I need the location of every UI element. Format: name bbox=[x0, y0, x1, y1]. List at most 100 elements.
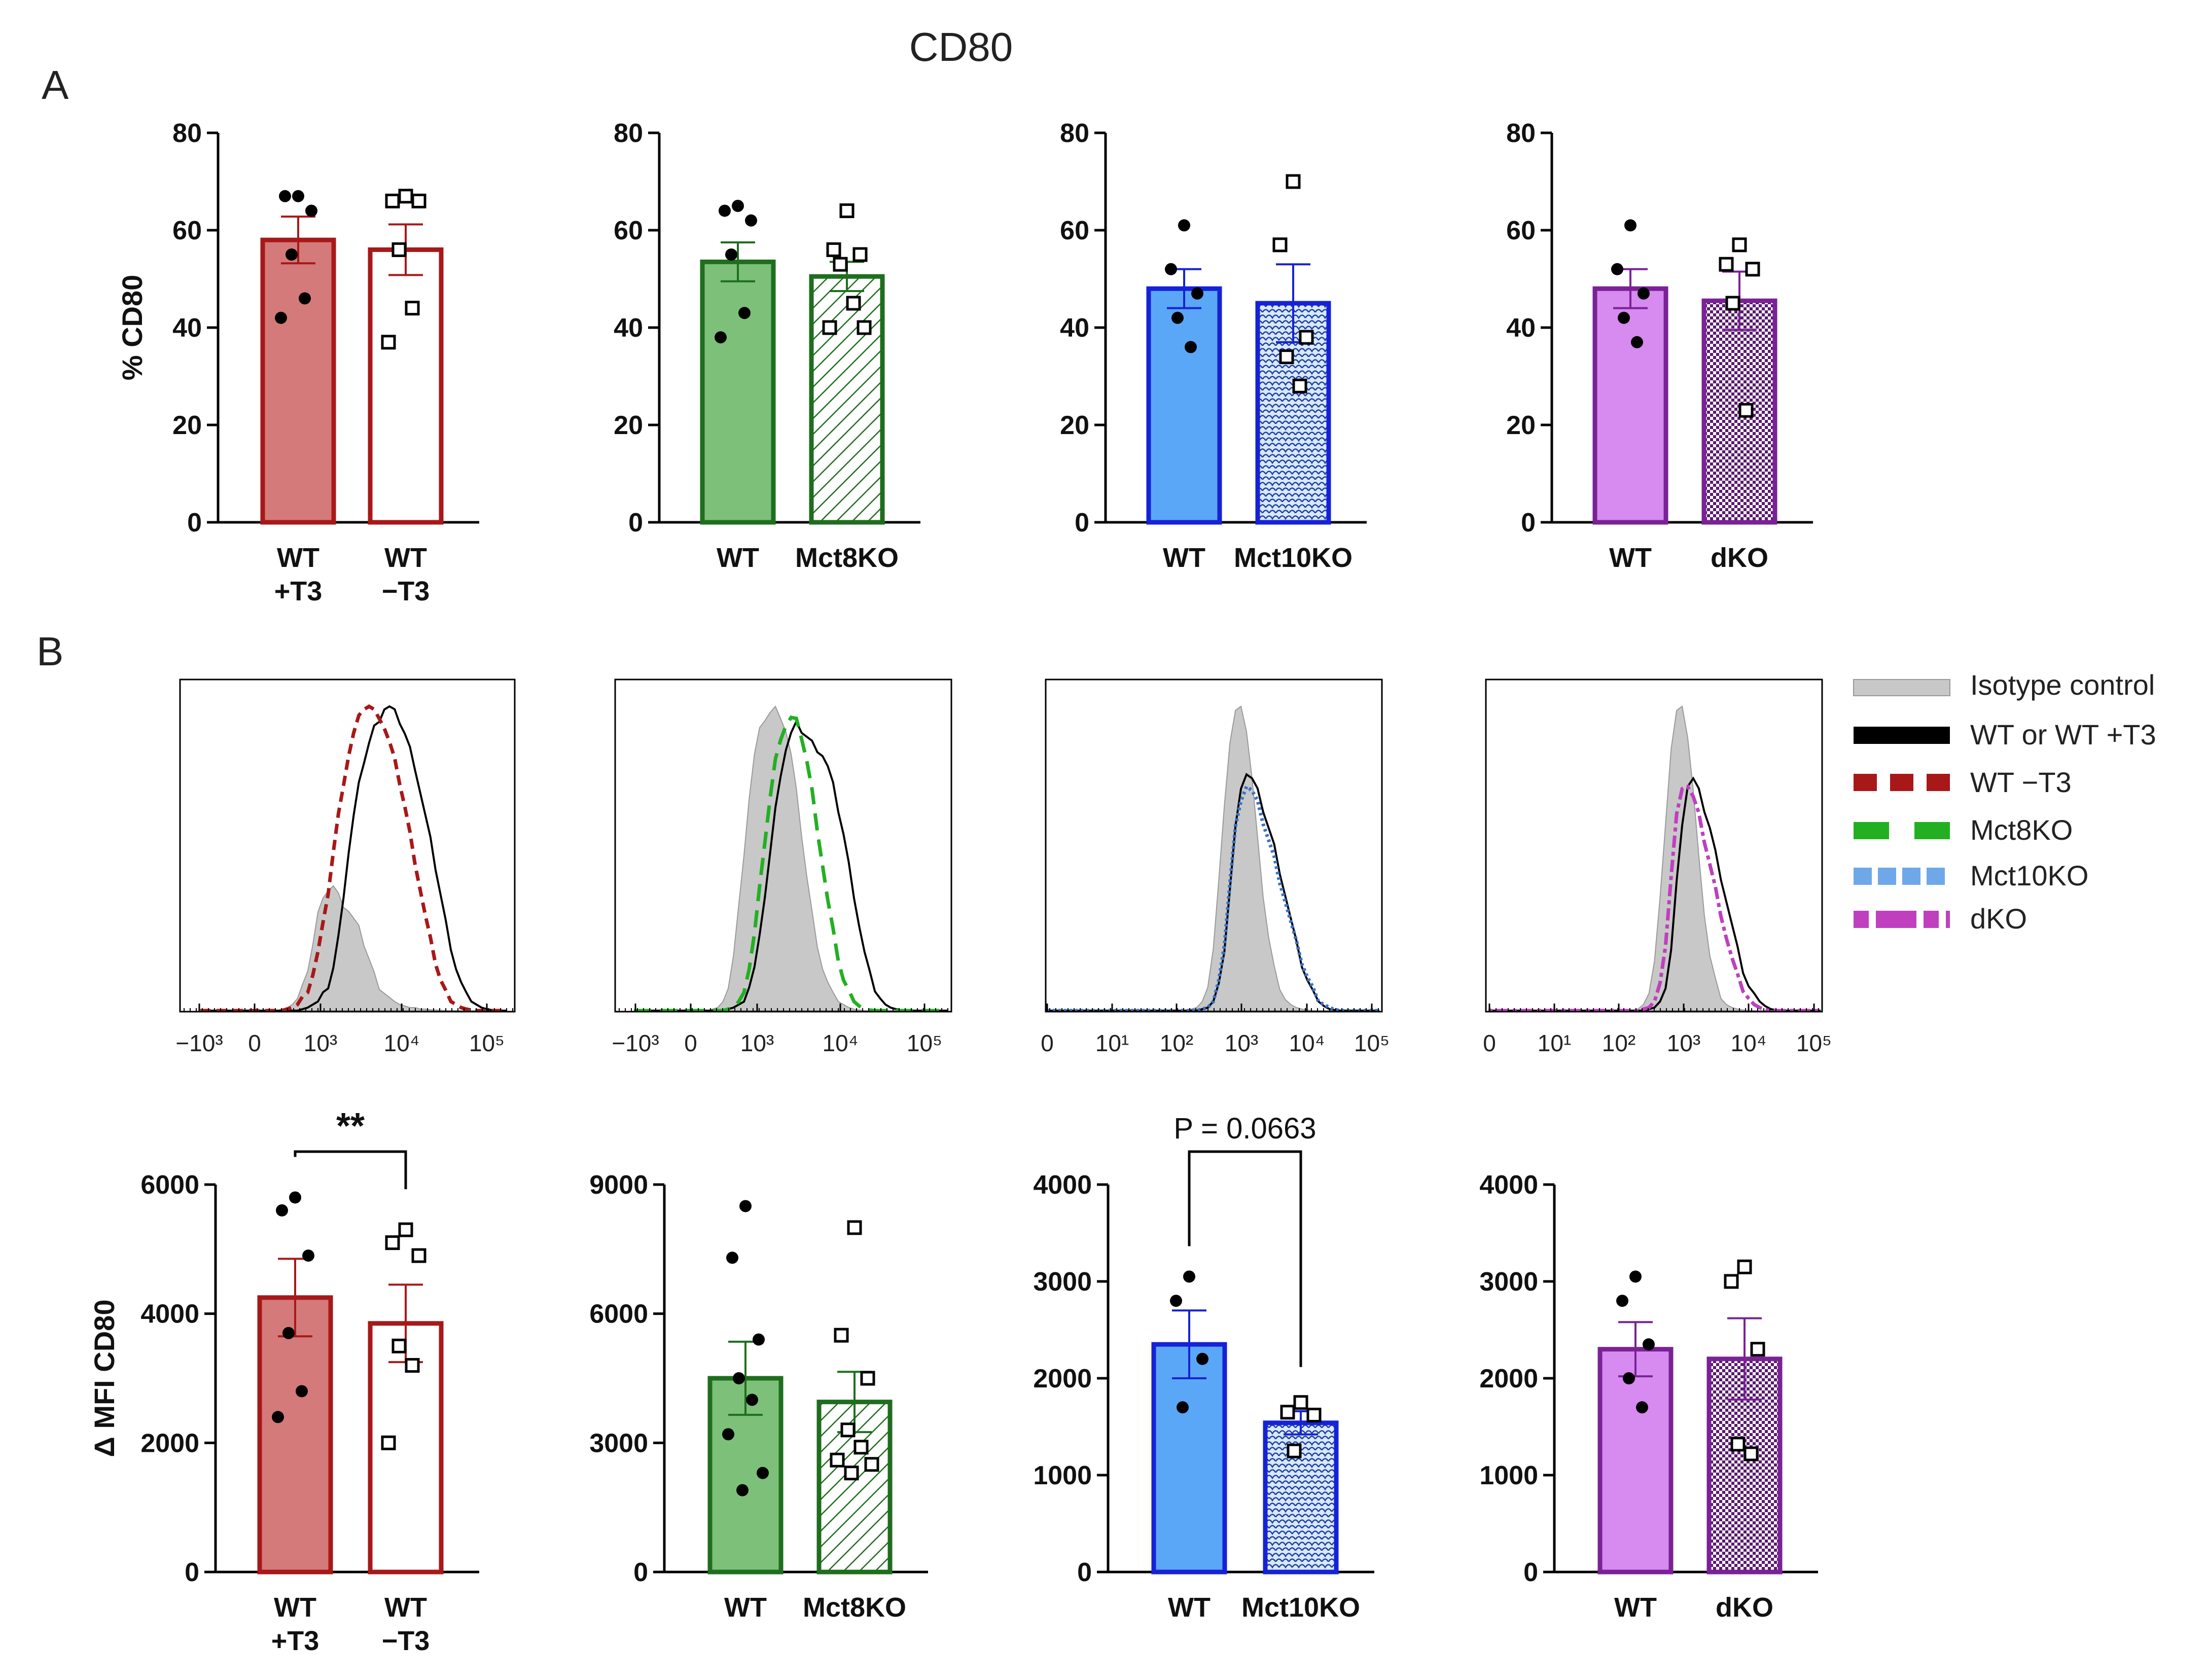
x-tick-label: 0 bbox=[1041, 1030, 1054, 1056]
significance-label: ** bbox=[336, 1106, 365, 1147]
y-tick-label: 20 bbox=[1506, 411, 1536, 440]
category-label: WT bbox=[384, 1592, 427, 1623]
y-tick-label: 3000 bbox=[589, 1428, 648, 1458]
legend-item-mct10ko: Mct10KO bbox=[1854, 860, 2088, 891]
significance-bracket bbox=[1188, 1150, 1302, 1367]
bar-chart-a-3: 0 20 40 60 80 WT Mct10KO bbox=[1060, 119, 1367, 573]
x-tick-label: 10⁵ bbox=[469, 1030, 505, 1056]
data-point bbox=[405, 1358, 420, 1373]
y-axis-label: % CD80 bbox=[116, 275, 148, 381]
category-label: dKO bbox=[1716, 1592, 1773, 1623]
legend-item-isotype-control: Isotype control bbox=[1853, 669, 2155, 701]
category-label: Mct8KO bbox=[795, 543, 899, 573]
category-label: WT bbox=[1614, 1592, 1657, 1623]
x-tick-label: −10³ bbox=[175, 1030, 223, 1056]
data-point bbox=[1611, 263, 1623, 275]
data-point bbox=[305, 204, 317, 217]
data-point bbox=[857, 320, 872, 335]
legend-label-mct10ko: Mct10KO bbox=[1970, 860, 2088, 891]
x-tick-label: 10⁵ bbox=[907, 1030, 942, 1056]
x-tick-label: 10⁵ bbox=[1354, 1030, 1390, 1056]
data-point bbox=[1738, 403, 1754, 418]
histogram-b-hist-3: 0 10¹ 10² 10³ 10⁴ 10⁵ bbox=[1041, 678, 1390, 1056]
data-point bbox=[385, 1235, 400, 1250]
category-label: −T3 bbox=[382, 576, 430, 606]
panel-label-a: A bbox=[42, 62, 69, 108]
data-point bbox=[1183, 1270, 1195, 1283]
x-tick-label: 10² bbox=[1602, 1030, 1635, 1056]
y-tick-label: 0 bbox=[187, 508, 202, 538]
data-point bbox=[1177, 1401, 1189, 1414]
y-tick-label: 4000 bbox=[1479, 1170, 1538, 1200]
data-point bbox=[392, 1338, 407, 1353]
category-label: −T3 bbox=[382, 1626, 430, 1656]
data-point bbox=[1744, 1446, 1759, 1461]
histogram-frame bbox=[179, 678, 516, 1013]
x-tick-label: 10¹ bbox=[1538, 1030, 1571, 1056]
histogram-series bbox=[1047, 783, 1379, 1013]
data-point bbox=[822, 320, 837, 335]
data-point bbox=[1631, 336, 1643, 348]
data-point bbox=[1191, 287, 1203, 300]
data-point bbox=[411, 1248, 426, 1263]
y-tick-label: 2000 bbox=[140, 1428, 199, 1458]
bar bbox=[1592, 286, 1668, 525]
data-point bbox=[725, 248, 737, 261]
bar bbox=[1151, 1342, 1227, 1575]
data-point bbox=[852, 247, 868, 262]
y-tick-label: 80 bbox=[1506, 119, 1536, 148]
data-point bbox=[1629, 1270, 1642, 1283]
category-label: +T3 bbox=[271, 1626, 319, 1656]
histogram-series bbox=[634, 716, 948, 1013]
data-point bbox=[840, 1422, 856, 1438]
x-tick-label: 10⁵ bbox=[1796, 1030, 1832, 1056]
x-tick-label: 10⁴ bbox=[384, 1030, 420, 1056]
y-tick-label: 3000 bbox=[1033, 1267, 1092, 1297]
data-point bbox=[1185, 341, 1197, 353]
data-point bbox=[1287, 1443, 1302, 1458]
data-point bbox=[726, 1252, 738, 1264]
y-tick-label: 1000 bbox=[1479, 1461, 1538, 1490]
data-point bbox=[757, 1467, 769, 1479]
data-point bbox=[1306, 1408, 1322, 1423]
category-label: Mct10KO bbox=[1234, 543, 1353, 573]
histogram-series bbox=[1047, 705, 1379, 1011]
y-tick-label: 9000 bbox=[589, 1170, 648, 1200]
data-point bbox=[1732, 237, 1747, 253]
data-point bbox=[392, 242, 407, 257]
data-point bbox=[733, 1372, 745, 1384]
y-tick-label: 60 bbox=[614, 216, 643, 245]
y-tick-label: 0 bbox=[633, 1558, 648, 1587]
y-tick-label: 4000 bbox=[140, 1300, 199, 1329]
data-point bbox=[1730, 1437, 1746, 1452]
data-point bbox=[1624, 219, 1636, 232]
data-point bbox=[834, 1328, 849, 1343]
data-point bbox=[1292, 378, 1307, 394]
category-label: dKO bbox=[1711, 543, 1768, 573]
data-point bbox=[830, 1452, 845, 1468]
data-point bbox=[839, 203, 855, 219]
category-label: WT bbox=[274, 1592, 316, 1623]
histogram-series bbox=[634, 705, 948, 1011]
data-point bbox=[826, 242, 841, 257]
histogram-legend: Isotype control WT or WT +T3 WT −T3 Mct8… bbox=[1853, 669, 2156, 935]
figure-title: CD80 bbox=[909, 24, 1013, 69]
data-point bbox=[1286, 174, 1301, 189]
y-tick-label: 6000 bbox=[140, 1170, 199, 1200]
y-tick-label: 40 bbox=[172, 313, 202, 343]
legend-swatch-isotype bbox=[1853, 679, 1950, 696]
data-point bbox=[753, 1333, 765, 1346]
data-point bbox=[286, 248, 298, 261]
data-point bbox=[302, 1249, 314, 1262]
category-label: WT bbox=[1163, 543, 1205, 573]
bar-chart-a-4: 0 20 40 60 80 WT dKO bbox=[1506, 119, 1813, 573]
data-point bbox=[715, 331, 727, 344]
y-tick-label: 60 bbox=[172, 216, 202, 245]
y-tick-label: 60 bbox=[1060, 216, 1089, 245]
data-point bbox=[1299, 330, 1314, 345]
data-point bbox=[860, 1371, 875, 1386]
data-point bbox=[1196, 1352, 1208, 1365]
bar bbox=[257, 1295, 333, 1575]
